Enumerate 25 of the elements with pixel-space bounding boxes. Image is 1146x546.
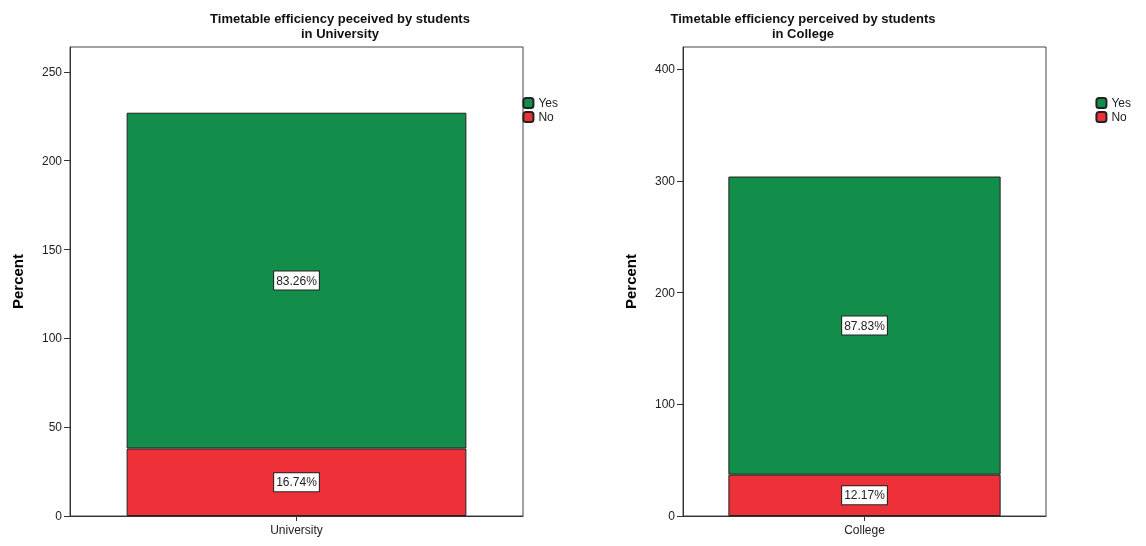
y-tick-label: 250 [41, 64, 63, 79]
y-tick-label: 200 [41, 153, 63, 168]
y-tick-label: 200 [654, 285, 676, 300]
chart-title: Timetable efficiency peceived by students in University [210, 11, 470, 41]
legend-label: No [1111, 110, 1128, 124]
y-tick-label: 300 [654, 174, 676, 188]
legend-label: Yes [538, 96, 558, 110]
x-tick-label: College [844, 523, 886, 537]
y-axis-title: Percent [9, 253, 26, 310]
annotation: 87.83% [844, 318, 886, 333]
y-tick-label: 100 [41, 331, 63, 346]
y-tick-label: 0 [668, 509, 676, 523]
x-tick-label: University [270, 523, 323, 537]
annotation: 83.26% [276, 273, 318, 288]
annotation: 16.74% [276, 475, 318, 490]
y-tick-label: 100 [654, 397, 676, 412]
y-tick-label: 400 [654, 62, 676, 77]
annotation: 12.17% [844, 488, 886, 503]
legend-label: No [538, 110, 555, 124]
legend-label: Yes [1111, 96, 1131, 110]
y-tick-label: 150 [41, 242, 63, 257]
y-tick-label: 0 [55, 509, 63, 523]
y-axis-title: Percent [622, 253, 639, 310]
y-tick-label: 50 [48, 420, 63, 435]
chart-title: Timetable efficiency perceived by students in College [670, 11, 936, 41]
